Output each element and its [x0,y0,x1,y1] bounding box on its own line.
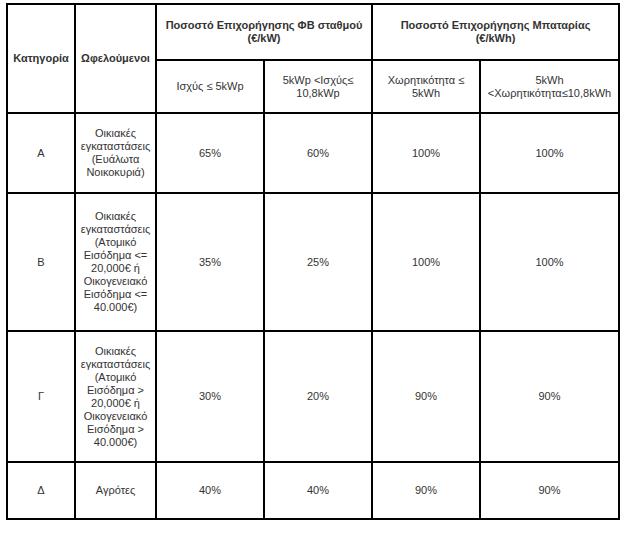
battery-small-value-cell: 90% [372,462,480,519]
pv-small-value-cell: 30% [156,331,264,462]
beneficiaries-cell: Αγρότες [75,462,156,519]
table-row-category-b: Β Οικιακές εγκαταστάσεις (Ατομικό Εισόδη… [7,193,619,331]
col-header-battery-large: 5kWh <Χωρητικότητα≤10,8kWh [480,60,619,113]
subsidy-table: Κατηγορία Ωφελούμενοι Ποσοστό Επιχορήγησ… [6,3,620,520]
col-header-pv-small: Ισχύς ≤ 5kWp [156,60,264,113]
pv-large-value-cell: 20% [264,331,372,462]
col-header-battery-small: Χωρητικότητα ≤ 5kWh [372,60,480,113]
pv-small-value-cell: 35% [156,193,264,331]
category-cell: Γ [7,331,75,462]
battery-large-value-cell: 90% [480,462,619,519]
pv-large-value-cell: 25% [264,193,372,331]
battery-small-value-cell: 100% [372,193,480,331]
pv-large-value-cell: 40% [264,462,372,519]
category-cell: Α [7,113,75,193]
battery-small-value-cell: 100% [372,113,480,193]
col-header-category: Κατηγορία [7,4,75,113]
col-group-battery-subsidy: Ποσοστό Επιχορήγησης Μπαταρίας (€/kWh) [372,4,619,60]
table-row-category-c: Γ Οικιακές εγκαταστάσεις (Ατομικό Εισόδη… [7,331,619,462]
header-group-row: Κατηγορία Ωφελούμενοι Ποσοστό Επιχορήγησ… [7,4,619,60]
battery-small-value-cell: 90% [372,331,480,462]
col-header-pv-large: 5kWp <Ισχύς≤ 10,8kWp [264,60,372,113]
category-cell: Β [7,193,75,331]
beneficiaries-cell: Οικιακές εγκαταστάσεις (Ευάλωτα Νοικοκυρ… [75,113,156,193]
col-group-pv-subsidy: Ποσοστό Επιχορήγησης ΦΒ σταθμού (€/kW) [156,4,372,60]
battery-large-value-cell: 100% [480,113,619,193]
beneficiaries-cell: Οικιακές εγκαταστάσεις (Ατομικό Εισόδημα… [75,193,156,331]
pv-small-value-cell: 40% [156,462,264,519]
col-header-beneficiaries: Ωφελούμενοι [75,4,156,113]
battery-large-value-cell: 90% [480,331,619,462]
table-row-category-d: Δ Αγρότες 40% 40% 90% 90% [7,462,619,519]
beneficiaries-cell: Οικιακές εγκαταστάσεις (Ατομικό Εισόδημα… [75,331,156,462]
table-row-category-a: Α Οικιακές εγκαταστάσεις (Ευάλωτα Νοικοκ… [7,113,619,193]
pv-large-value-cell: 60% [264,113,372,193]
subsidy-table-page: Κατηγορία Ωφελούμενοι Ποσοστό Επιχορήγησ… [0,0,624,534]
pv-small-value-cell: 65% [156,113,264,193]
battery-large-value-cell: 100% [480,193,619,331]
category-cell: Δ [7,462,75,519]
